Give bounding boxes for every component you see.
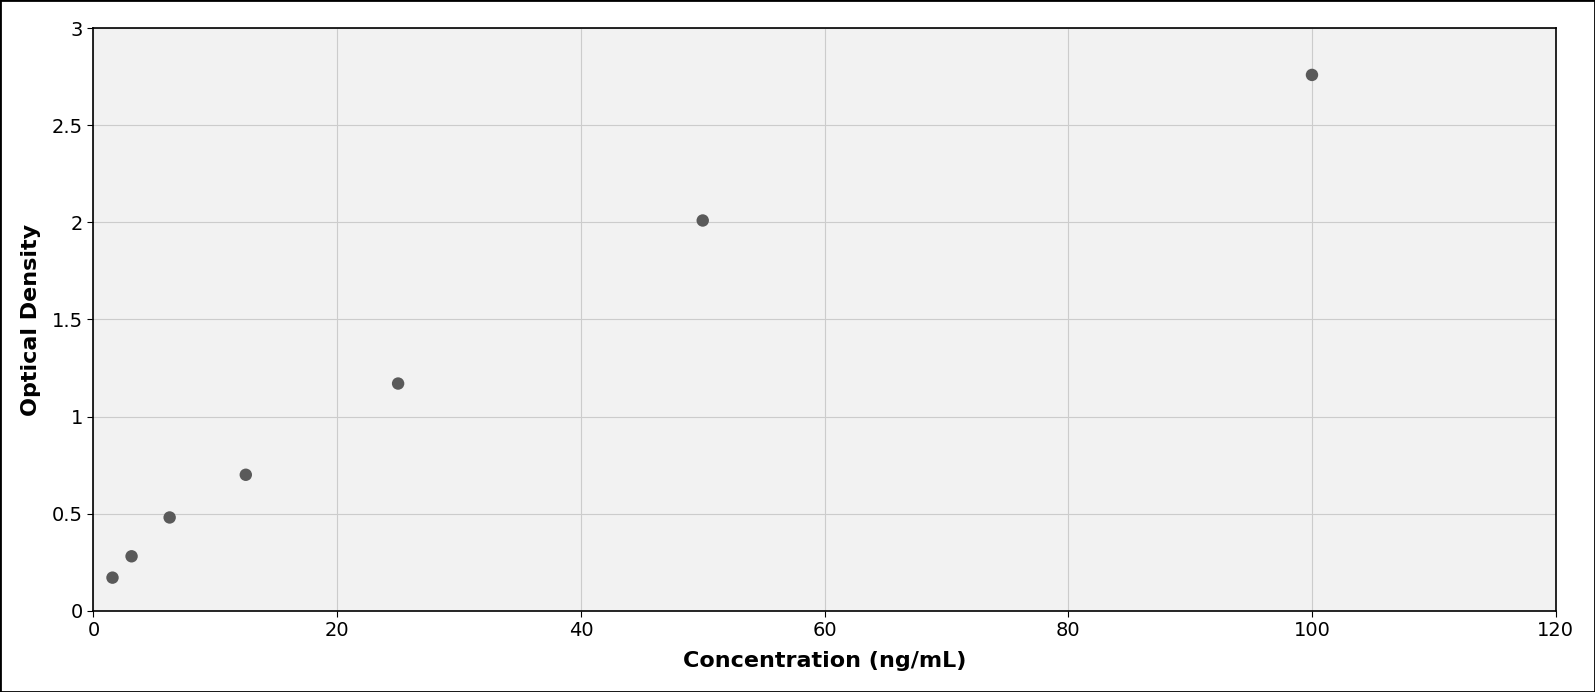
Y-axis label: Optical Density: Optical Density — [21, 224, 41, 416]
Point — [691, 215, 716, 226]
Point — [100, 572, 126, 583]
Point — [386, 378, 412, 389]
Point — [156, 512, 182, 523]
Point — [233, 469, 258, 480]
Point — [118, 551, 144, 562]
Point — [1300, 69, 1325, 80]
X-axis label: Concentration (ng/mL): Concentration (ng/mL) — [683, 651, 967, 671]
